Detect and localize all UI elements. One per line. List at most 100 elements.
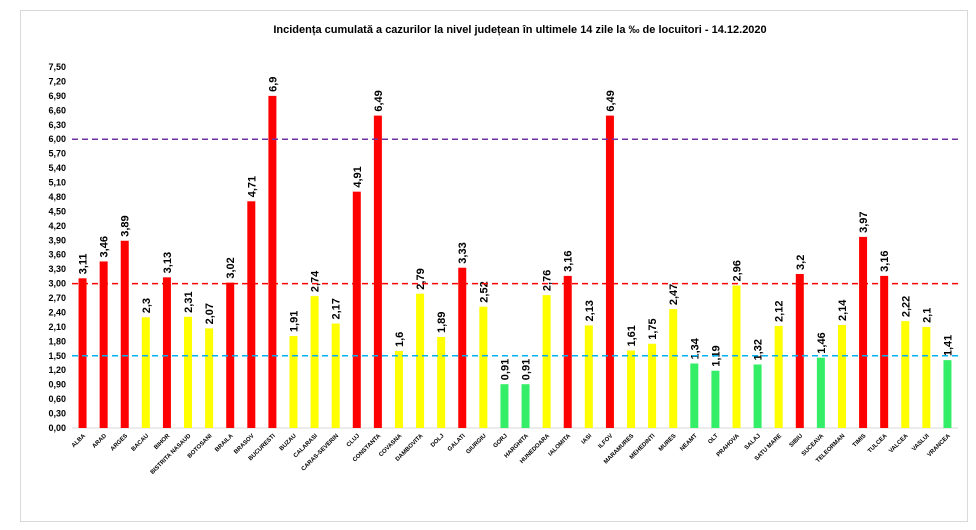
y-tick-label: 3,60 <box>48 250 66 260</box>
bar-ialomita <box>563 275 572 428</box>
y-tick-label: 6,60 <box>48 105 66 115</box>
data-label: 3,97 <box>858 211 870 232</box>
bar-bacau <box>141 317 150 428</box>
x-tick-label: ARGES <box>110 433 129 452</box>
y-tick-label: 6,00 <box>48 134 66 144</box>
y-tick-label: 0,30 <box>48 409 66 419</box>
bar-bistrita-nasaud <box>184 316 193 428</box>
x-tick-label: BACAU <box>131 433 151 453</box>
data-label: 3,33 <box>457 242 469 263</box>
data-label: 3,11 <box>78 253 90 274</box>
data-label: 1,32 <box>753 339 765 360</box>
bar-gorj <box>500 384 509 428</box>
bar-cluj <box>352 191 361 428</box>
bar-alba <box>78 278 87 428</box>
data-label: 2,22 <box>900 296 912 317</box>
data-label: 6,49 <box>605 90 617 111</box>
x-tick-label: IALOMITA <box>548 433 573 458</box>
bar-neamt <box>690 363 699 428</box>
data-label: 4,71 <box>246 176 258 197</box>
bar-teleorman <box>837 324 846 428</box>
data-label: 3,13 <box>162 252 174 273</box>
x-tick-label: NEAMT <box>679 433 699 453</box>
data-label: 2,07 <box>204 303 216 324</box>
bar-dolj <box>437 337 446 428</box>
y-tick-label: 6,90 <box>48 91 66 101</box>
y-tick-label: 5,10 <box>48 178 66 188</box>
x-tick-label: OLT <box>707 433 720 446</box>
x-tick-label: VASLUI <box>911 433 931 453</box>
x-tick-label: PRAHOVA <box>716 433 742 459</box>
y-tick-label: 0,00 <box>48 423 66 433</box>
data-label: 3,16 <box>879 250 891 271</box>
bar-ilfov <box>605 115 614 428</box>
data-label: 2,1 <box>921 308 933 323</box>
data-label: 2,52 <box>478 281 490 302</box>
y-tick-label: 3,90 <box>48 235 66 245</box>
data-label: 1,61 <box>626 325 638 346</box>
data-label: 3,16 <box>563 250 575 271</box>
bar-calarasi <box>310 296 319 428</box>
bar-prahova <box>732 285 741 428</box>
bar-dambovita <box>416 293 425 428</box>
y-tick-label: 1,50 <box>48 351 66 361</box>
x-tick-label: BIHOR <box>153 433 171 451</box>
data-label: 2,31 <box>183 291 195 312</box>
x-tick-label: DOLJ <box>430 433 446 449</box>
bar-constanta <box>373 115 382 428</box>
y-tick-label: 2,10 <box>48 322 66 332</box>
data-label: 3,02 <box>225 257 237 278</box>
y-tick-label: 0,90 <box>48 380 66 390</box>
data-label: 1,46 <box>816 332 828 353</box>
y-tick-label: 1,80 <box>48 336 66 346</box>
bar-arges <box>120 240 129 428</box>
x-tick-label: VRANCEA <box>927 433 953 459</box>
x-tick-label: BISTRITA NASAUD <box>150 433 193 476</box>
data-label: 1,34 <box>689 337 701 359</box>
bar-vrancea <box>943 360 952 428</box>
bar-sibiu <box>795 273 804 428</box>
x-tick-label: GORJ <box>493 433 509 449</box>
y-tick-label: 2,40 <box>48 307 66 317</box>
y-tick-label: 5,70 <box>48 149 66 159</box>
data-label: 2,79 <box>415 268 427 289</box>
data-label: 1,91 <box>289 311 301 332</box>
bar-mures <box>669 309 678 428</box>
data-label: 1,89 <box>436 312 448 333</box>
y-tick-label: 4,20 <box>48 221 66 231</box>
bar-bucuresti <box>268 95 277 428</box>
bar-hunedoara <box>542 295 551 428</box>
data-label: 2,14 <box>837 299 849 321</box>
data-label: 3,2 <box>795 255 807 270</box>
y-tick-label: 3,00 <box>48 279 66 289</box>
y-tick-label: 1,20 <box>48 365 66 375</box>
data-label: 2,13 <box>584 300 596 321</box>
x-tick-label: ILFOV <box>598 433 615 450</box>
data-label: 2,12 <box>774 301 786 322</box>
data-label: 2,74 <box>310 270 322 292</box>
bar-iasi <box>584 325 593 428</box>
data-label: 6,9 <box>267 77 279 92</box>
data-label: 2,17 <box>331 298 343 319</box>
y-tick-label: 7,50 <box>48 62 66 72</box>
bar-timis <box>859 236 868 428</box>
bar-bihor <box>162 277 171 428</box>
x-tick-label: BUZAU <box>279 433 298 452</box>
x-tick-label: BRAILA <box>214 433 235 454</box>
bar-braila <box>226 282 235 428</box>
y-tick-label: 4,80 <box>48 192 66 202</box>
y-tick-label: 3,30 <box>48 264 66 274</box>
x-tick-label: SALAJ <box>744 433 762 451</box>
bar-caras-severin <box>331 323 340 428</box>
x-tick-label: CLUJ <box>346 433 361 448</box>
bar-mehedinti <box>648 343 657 428</box>
x-tick-label: GALATI <box>447 433 467 453</box>
data-label: 3,89 <box>120 215 132 236</box>
x-tick-label: CARAS-SEVERIN <box>301 433 340 472</box>
x-tick-label: TIMIS <box>852 433 868 449</box>
bar-galati <box>458 267 467 428</box>
bar-suceava <box>816 357 825 428</box>
bar-brasov <box>247 201 256 428</box>
data-label: 4,91 <box>352 166 364 187</box>
data-label: 1,41 <box>942 335 954 356</box>
